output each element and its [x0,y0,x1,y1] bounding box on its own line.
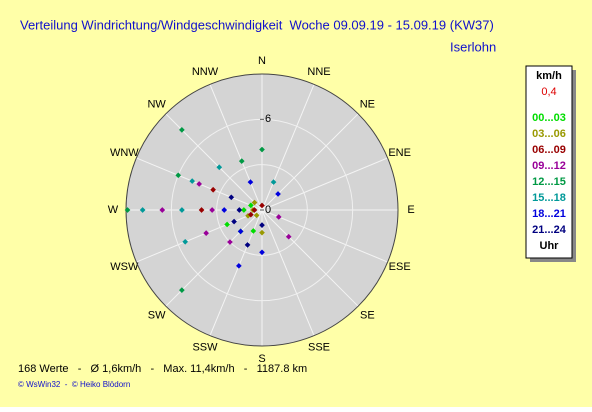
r-tick-label: 6 [265,113,271,125]
data-point [124,207,131,213]
data-point [259,222,265,228]
data-point [175,172,182,179]
spoke [261,157,388,211]
data-point [259,249,265,256]
direction-label: N [258,55,266,67]
data-point [244,242,251,248]
data-point [259,202,265,209]
spoke [261,84,315,211]
chart-title: Verteilung Windrichtung/Windgeschwindigk… [20,17,494,32]
direction-label: NNE [307,66,330,78]
direction-label: ESE [389,261,411,273]
grid-ring [216,164,308,256]
data-point [241,207,247,213]
data-point [236,207,243,213]
data-point [270,179,277,185]
data-point [248,202,254,209]
direction-label: E [407,204,414,216]
direction-label: SSE [308,342,330,354]
data-point [159,207,166,213]
data-point [253,212,260,219]
direction-label: SW [148,309,166,321]
data-point [179,287,185,293]
direction-label: WNW [110,147,139,159]
data-point [221,207,228,213]
direction-label: NNW [192,66,219,78]
data-point [179,207,185,213]
legend-entry: 18...21 [532,208,566,220]
data-point [209,207,215,213]
data-point [238,158,245,164]
direction-label: NE [360,99,375,111]
legend-box [525,65,573,259]
legend-entry: 12...15 [532,176,566,188]
data-point [248,211,254,218]
legend-entry: 03...06 [532,128,566,140]
data-point [251,207,258,213]
data-point [275,214,282,220]
legend-entry: 15...18 [532,192,566,204]
spoke [209,84,263,211]
data-point [259,229,265,236]
legend-entry: 21...24 [532,224,567,236]
data-point [224,221,230,228]
direction-label: WSW [110,261,139,273]
data-point [259,146,265,153]
direction-label: SSW [192,342,218,354]
data-point [182,238,189,245]
legend-entry: 00...03 [532,112,566,124]
legend-footer: Uhr [540,240,560,252]
data-point [216,164,223,171]
spoke [136,209,263,263]
data-point [179,127,185,133]
legend-entry: 09...12 [532,160,566,172]
spoke [261,209,388,263]
direction-label: ENE [388,147,411,159]
data-point [227,239,233,245]
data-point [231,218,237,225]
spoke [261,209,315,336]
chart-subtitle: Iserlohn [450,39,496,54]
data-point [250,228,257,234]
direction-label: NW [147,99,166,111]
direction-label: S [258,353,265,365]
data-point [236,263,242,269]
credits: © WsWin32 - © Heiko Blödorn [18,380,130,389]
data-point [237,228,244,235]
data-point [247,179,254,185]
direction-label: SE [360,309,375,321]
data-point [198,207,205,213]
legend-title: km/h [536,70,562,82]
r-tick-label: 0 [265,204,271,216]
data-point [275,191,281,197]
current-value: 0,4 [541,86,556,98]
footer: 168 Werte - Ø 1,6km/h - Max. 11,4km/h - … [18,363,307,375]
data-point [189,178,196,184]
data-point [196,181,203,187]
data-point [251,199,258,206]
spoke [261,209,359,307]
data-point [139,207,146,213]
legend-entry: 06...09 [532,144,566,156]
data-point [285,233,292,240]
data-point [210,186,216,193]
data-point [228,194,235,201]
data-point [203,230,209,236]
direction-label: W [108,204,119,216]
